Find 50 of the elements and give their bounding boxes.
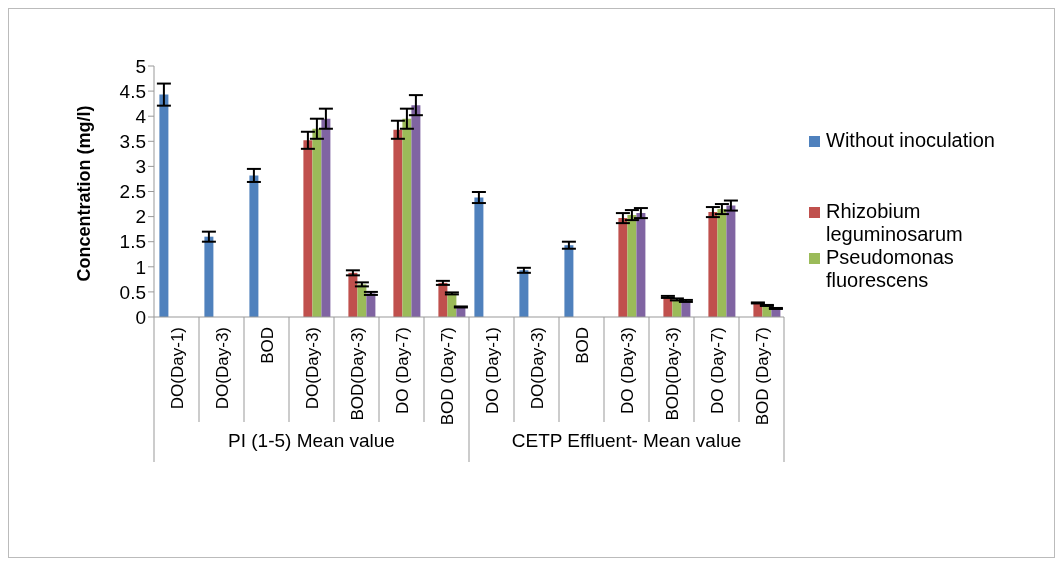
bar (402, 118, 412, 317)
y-tick-label: 3.5 (119, 131, 146, 153)
y-tick-label: 1 (135, 256, 146, 278)
bar (303, 140, 313, 317)
text: PI (1-5) Mean value (227, 430, 396, 452)
y-tick-label: 1.5 (119, 231, 146, 253)
bar (312, 128, 322, 317)
bar (564, 245, 574, 317)
bar (708, 212, 718, 317)
y-tick-label: 3 (135, 156, 146, 178)
x-tick-label: BOD (257, 327, 277, 364)
bar (519, 270, 529, 317)
bar (249, 175, 259, 317)
x-tick-label: BOD (Day-7) (752, 327, 772, 426)
y-tick-label: 0 (135, 306, 146, 328)
x-tick-label: DO (Day-7) (707, 327, 727, 414)
y-tick-label: 2.5 (119, 181, 146, 203)
x-tick-label: BOD(Day-3) (347, 327, 367, 421)
legend-label: Without inoculation (826, 129, 996, 152)
y-tick-label: 4 (135, 105, 147, 127)
x-tick-label: DO(Day-3) (212, 327, 232, 410)
bar (204, 236, 214, 317)
bar (717, 209, 727, 317)
x-tick-label: DO (Day-3) (617, 327, 637, 414)
x-tick-label: BOD(Day-3) (662, 327, 682, 421)
bar (618, 218, 628, 317)
x-tick-label: BOD (572, 327, 592, 364)
x-tick-label: DO (Day-7) (392, 327, 412, 414)
x-tick-label: BOD (Day-7) (437, 327, 457, 426)
bar (411, 105, 421, 317)
y-tick-label: 0.5 (119, 281, 146, 303)
bar (159, 94, 169, 317)
y-tick-label: 2 (135, 206, 146, 228)
bar (321, 118, 331, 317)
legend-label: Rhizobium leguminosarum (826, 200, 964, 246)
x-tick-label: DO(Day-3) (527, 327, 547, 410)
x-tick-label: DO(Day-1) (167, 327, 187, 410)
bar (726, 205, 736, 317)
bar (393, 129, 403, 317)
y-axis-title: Concentration (mg/l) (74, 105, 95, 282)
x-tick-label: DO (Day-1) (482, 327, 502, 414)
y-tick-label: 5 (135, 55, 146, 77)
legend-label: Pseudomonas fluorescens (826, 246, 955, 292)
y-tick-label: 4.5 (119, 80, 146, 102)
bar (627, 215, 637, 317)
x-tick-label: DO(Day-3) (302, 327, 322, 410)
bar (348, 272, 358, 317)
bar (474, 197, 484, 317)
text: CETP Effluent- Mean value (510, 430, 743, 452)
bar (636, 213, 646, 317)
